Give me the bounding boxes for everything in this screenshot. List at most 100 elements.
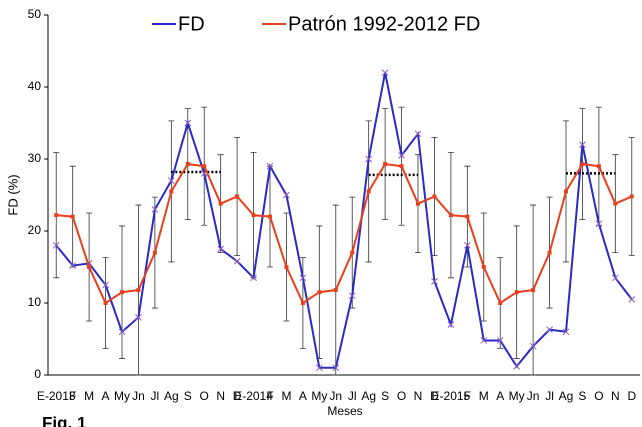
y-tick-label: 50 (28, 7, 42, 21)
legend-label: FD (178, 13, 205, 35)
marker (629, 194, 634, 199)
marker (152, 250, 157, 255)
marker (480, 337, 488, 344)
marker (268, 214, 272, 219)
series-line (56, 162, 633, 305)
marker (432, 194, 437, 199)
marker (481, 265, 486, 269)
marker (184, 119, 192, 127)
marker (251, 213, 256, 218)
marker (414, 130, 422, 138)
marker (135, 314, 142, 321)
x-tick-label: Jl (151, 389, 160, 403)
marker (299, 274, 307, 282)
marker (447, 321, 455, 328)
marker (102, 281, 109, 289)
x-tick-label: Jn (132, 389, 145, 403)
x-tick-label: My (114, 389, 130, 403)
marker (54, 213, 59, 218)
marker (151, 206, 159, 213)
x-tick-label: O (594, 389, 603, 403)
marker (562, 328, 570, 336)
y-tick-label: 40 (28, 79, 42, 93)
marker (531, 288, 536, 293)
marker (579, 141, 586, 148)
marker (69, 262, 77, 269)
marker (167, 177, 175, 184)
x-tick-label: S (381, 389, 389, 403)
x-tick-label: O (200, 389, 209, 403)
x-tick-label: N (414, 389, 423, 403)
marker (399, 164, 404, 169)
marker (465, 214, 470, 219)
x-tick-label: Jn (329, 389, 342, 403)
marker (398, 152, 405, 159)
x-tick-label: M (281, 389, 291, 403)
marker (431, 278, 438, 285)
marker (448, 213, 453, 218)
y-tick-label: 20 (28, 223, 42, 237)
marker (381, 69, 389, 76)
marker (169, 189, 174, 194)
x-axis-label: Meses (327, 404, 362, 418)
marker (596, 164, 601, 169)
marker (315, 364, 323, 372)
x-tick-label: A (496, 389, 504, 403)
marker (70, 214, 75, 219)
marker (498, 301, 503, 305)
marker (416, 201, 420, 206)
marker (235, 194, 240, 199)
x-tick-label: Jn (527, 389, 540, 403)
x-tick-label: D (233, 389, 242, 403)
x-tick-label: F (69, 389, 76, 403)
x-tick-label: S (184, 389, 192, 403)
x-tick-label: A (102, 389, 110, 403)
x-tick-label: Jl (348, 389, 357, 403)
x-tick-label: E-2015 (432, 389, 471, 403)
y-tick-label: 0 (34, 367, 41, 381)
y-tick-label: 10 (28, 295, 42, 309)
x-tick-label: My (311, 389, 327, 403)
x-tick-label: S (578, 389, 586, 403)
marker (283, 191, 290, 199)
x-tick-label: Ag (559, 389, 574, 403)
marker (595, 220, 603, 228)
marker (103, 301, 108, 305)
x-tick-label: E-2014 (234, 389, 273, 403)
x-tick-label: E-2013 (37, 389, 76, 403)
series-line (55, 72, 633, 369)
marker (350, 250, 355, 255)
caption: Fig. 1 (42, 413, 86, 427)
marker (217, 245, 225, 253)
marker (284, 265, 289, 269)
x-tick-label: M (479, 389, 489, 403)
marker (611, 274, 619, 282)
marker (348, 292, 356, 300)
marker (513, 363, 521, 370)
y-tick-label: 30 (28, 151, 42, 165)
y-axis-label: FD (%) (5, 174, 20, 215)
x-tick-label: D (627, 389, 636, 403)
marker (580, 162, 585, 167)
x-tick-label: O (397, 389, 406, 403)
marker (383, 162, 388, 167)
marker (564, 189, 568, 194)
x-tick-label: F (464, 389, 471, 403)
marker (333, 288, 338, 293)
x-tick-label: Jl (545, 389, 554, 403)
x-tick-label: M (84, 389, 94, 403)
marker (300, 301, 305, 305)
marker (52, 242, 60, 249)
legend-label: Patrón 1992-2012 FD (288, 13, 480, 35)
marker (250, 274, 257, 282)
marker (514, 290, 519, 295)
x-tick-label: Ag (361, 389, 376, 403)
marker (118, 328, 126, 336)
marker (529, 342, 537, 350)
marker (628, 296, 636, 303)
marker (233, 257, 241, 265)
marker (317, 290, 322, 295)
x-tick-label: A (299, 389, 307, 403)
marker (136, 288, 141, 293)
